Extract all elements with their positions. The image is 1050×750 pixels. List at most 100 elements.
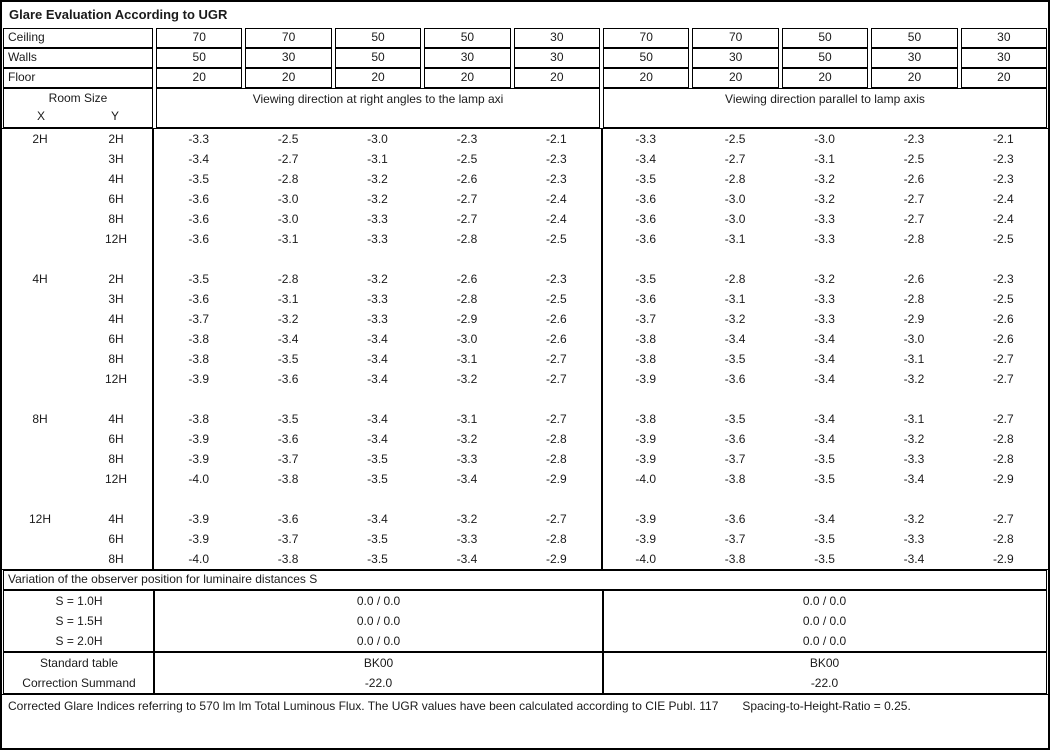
ugr-value: -4.0 [188,472,210,486]
ugr-value [690,489,779,509]
ugr-value [601,389,690,409]
room-size-y-value: 2H [108,272,124,286]
surface-reflectance-section: Ceiling 70 70 50 50 30 70 70 50 50 30 Wa… [2,28,1048,88]
room-size-x-value [2,229,78,249]
ugr-value: -3.2 [367,172,388,186]
ugr-value: -2.8 [456,232,478,246]
ugr-row: 4H -3.7 -3.2 -3.3 -2.9 -2.6 -3.7 -3.2 -3… [2,309,1048,329]
surface-value: 30 [960,48,1048,68]
ugr-value [780,249,869,269]
s-variation-parallel-value: 0.0 / 0.0 [802,594,847,608]
ugr-value: -3.8 [188,352,210,366]
ugr-row: 12H -3.6 -3.1 -3.3 -2.8 -2.5 -3.6 -3.1 -… [2,229,1048,249]
ugr-value: -2.5 [993,232,1014,246]
ugr-value: -3.4 [367,352,388,366]
ugr-value: -3.4 [814,432,835,446]
ugr-value: -3.7 [188,312,210,326]
room-size-x-value [2,169,78,189]
ugr-value: -3.4 [814,512,835,526]
s-variation-right-angle-value: 0.0 / 0.0 [356,614,401,628]
ugr-value: -3.4 [367,512,388,526]
surface-value: 20 [334,68,422,88]
ugr-value: -3.8 [635,332,657,346]
ugr-value: -2.4 [993,212,1014,226]
ugr-value: -3.3 [367,312,388,326]
ugr-value: -3.8 [635,412,657,426]
ugr-row: 12H -4.0 -3.8 -3.5 -3.4 -2.9 -4.0 -3.8 -… [2,469,1048,489]
room-size-y-value: 8H [108,452,124,466]
ugr-value: -2.3 [456,132,478,146]
ugr-value: -2.8 [277,272,299,286]
room-size-y-value: 12H [104,372,127,386]
ugr-value: -2.3 [545,152,567,166]
ugr-value: -3.2 [456,372,478,386]
ugr-value: -2.7 [545,352,567,366]
summary-parallel-value: BK00 [809,656,840,670]
ugr-value: -2.9 [993,472,1014,486]
ugr-value: -3.2 [814,172,835,186]
room-size-x-value [2,369,78,389]
ugr-value: -3.7 [277,532,299,546]
ugr-value: -2.8 [993,532,1014,546]
ugr-value [780,489,869,509]
room-size-x-value [2,209,78,229]
ugr-value [959,389,1048,409]
room-size-y-value: 8H [108,552,124,566]
ugr-value: -3.3 [814,292,835,306]
room-size-xy: X Y [4,108,152,124]
ugr-value: -3.7 [724,452,746,466]
surface-value: 50 [334,28,422,48]
ugr-value: -2.5 [277,132,299,146]
surface-value: 50 [424,28,511,48]
ugr-row: 2H 2H -3.3 -2.5 -3.0 -2.3 -2.1 -3.3 -2.5… [2,129,1048,149]
ugr-value [869,489,958,509]
ugr-value [601,489,690,509]
ugr-value: -2.5 [993,292,1014,306]
ugr-value: -3.4 [635,152,657,166]
ugr-value: -3.1 [903,352,925,366]
ugr-value: -2.7 [545,372,567,386]
room-size-y-value: 4H [108,172,124,186]
ugr-value: -3.3 [814,212,835,226]
ugr-value: -3.8 [277,472,299,486]
footer-note: Corrected Glare Indices referring to 570… [2,694,1048,748]
s-variation-parallel-value: 0.0 / 0.0 [802,634,847,648]
ugr-value: -3.6 [724,512,746,526]
room-size-x-value [2,149,78,169]
ugr-value: -3.5 [814,472,835,486]
ugr-value: -3.9 [188,532,210,546]
observer-position-row: S = 2.0H 0.0 / 0.0 0.0 / 0.0 [4,631,1046,651]
ugr-row: 8H -3.8 -3.5 -3.4 -3.1 -2.7 -3.8 -3.5 -3… [2,349,1048,369]
ugr-value: -3.4 [367,372,388,386]
ugr-value [869,389,958,409]
ugr-row: 4H 2H -3.5 -2.8 -3.2 -2.6 -2.3 -3.5 -2.8… [2,269,1048,289]
room-size-x-value [2,529,78,549]
surface-label: Ceiling [3,28,153,48]
ugr-value: -3.2 [367,192,388,206]
surface-value: 30 [513,28,601,48]
room-size-x-value [2,309,78,329]
ugr-value: -2.7 [456,212,478,226]
table-header-row: Room Size X Y Viewing direction at right… [2,88,1048,128]
summary-label: Standard table [39,656,119,670]
ugr-value [243,249,332,269]
surface-value: 50 [156,48,243,68]
ugr-value: -3.6 [635,192,657,206]
surface-row: Walls 50 30 50 30 30 50 30 50 30 30 [2,48,1048,68]
ugr-value: -2.7 [903,212,925,226]
surface-value: 20 [960,68,1048,88]
observer-position-row: S = 1.0H 0.0 / 0.0 0.0 / 0.0 [4,591,1046,611]
room-size-y-value: 4H [108,412,124,426]
room-size-x-value [2,429,78,449]
ugr-value: -3.9 [188,452,210,466]
x-column-label: X [36,109,45,123]
room-size-x-value [2,249,78,269]
room-size-y-value: 4H [108,512,124,526]
ugr-value: -3.3 [814,232,835,246]
ugr-row [2,249,1048,269]
ugr-value: -3.4 [814,372,835,386]
room-size-y-value: 8H [108,212,124,226]
ugr-value [512,249,601,269]
ugr-value: -3.8 [188,412,210,426]
ugr-value: -3.5 [814,532,835,546]
